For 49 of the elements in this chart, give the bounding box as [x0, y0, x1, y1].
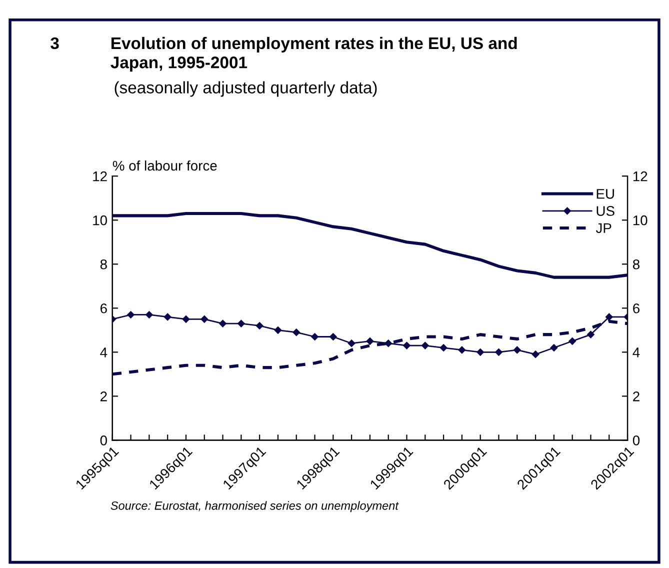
y2-tick-label: 6 [633, 303, 640, 314]
point [568, 338, 576, 345]
y2-tick-label: 10 [633, 215, 648, 226]
y-tick-label: 6 [100, 303, 107, 314]
y2-tick-label: 4 [632, 348, 640, 358]
point [403, 342, 410, 350]
y2-tick-label: 2 [633, 392, 640, 402]
point [605, 313, 613, 321]
point [513, 346, 521, 354]
y-tick-label: 8 [100, 259, 107, 270]
point [330, 333, 337, 340]
point [550, 344, 558, 352]
y2-tick-label: 0 [632, 436, 640, 446]
y2-tick-label: 12 [633, 171, 648, 182]
point [587, 330, 594, 338]
y2-tick-label: 8 [632, 259, 640, 270]
y-tick-label: 12 [93, 171, 107, 182]
point [219, 320, 226, 328]
chart-subtitle: (seasonally adjusted quarterly data) [114, 81, 377, 97]
point [274, 326, 282, 334]
point [256, 322, 264, 330]
point [366, 338, 374, 345]
chart-title: Evolution of unemployment rates in the EU, US and Japan, 1995-2001 [110, 36, 517, 72]
point [384, 340, 392, 347]
point [495, 348, 502, 356]
point [348, 340, 356, 347]
point [182, 316, 190, 323]
point [476, 348, 484, 356]
legend-label: US [596, 206, 614, 216]
point [532, 350, 540, 358]
point [164, 313, 172, 321]
point [311, 333, 318, 340]
point [238, 320, 245, 328]
y-axis-title: % of labour force [112, 160, 217, 171]
y-tick-label: 4 [100, 348, 108, 358]
point [127, 311, 134, 318]
point [146, 311, 153, 318]
point [200, 316, 208, 323]
text: 3 [50, 37, 59, 50]
point [458, 346, 466, 354]
legend-label: EU [596, 189, 614, 199]
legend-label: JP [596, 223, 612, 234]
point [422, 342, 429, 350]
y-tick-label: 2 [100, 392, 107, 402]
source-note: Source: Eurostat, harmonised series on unemployment [110, 501, 399, 512]
y-tick-label: 10 [93, 215, 107, 226]
point [292, 328, 300, 336]
y-tick-label: 0 [100, 436, 107, 446]
point [440, 344, 448, 352]
